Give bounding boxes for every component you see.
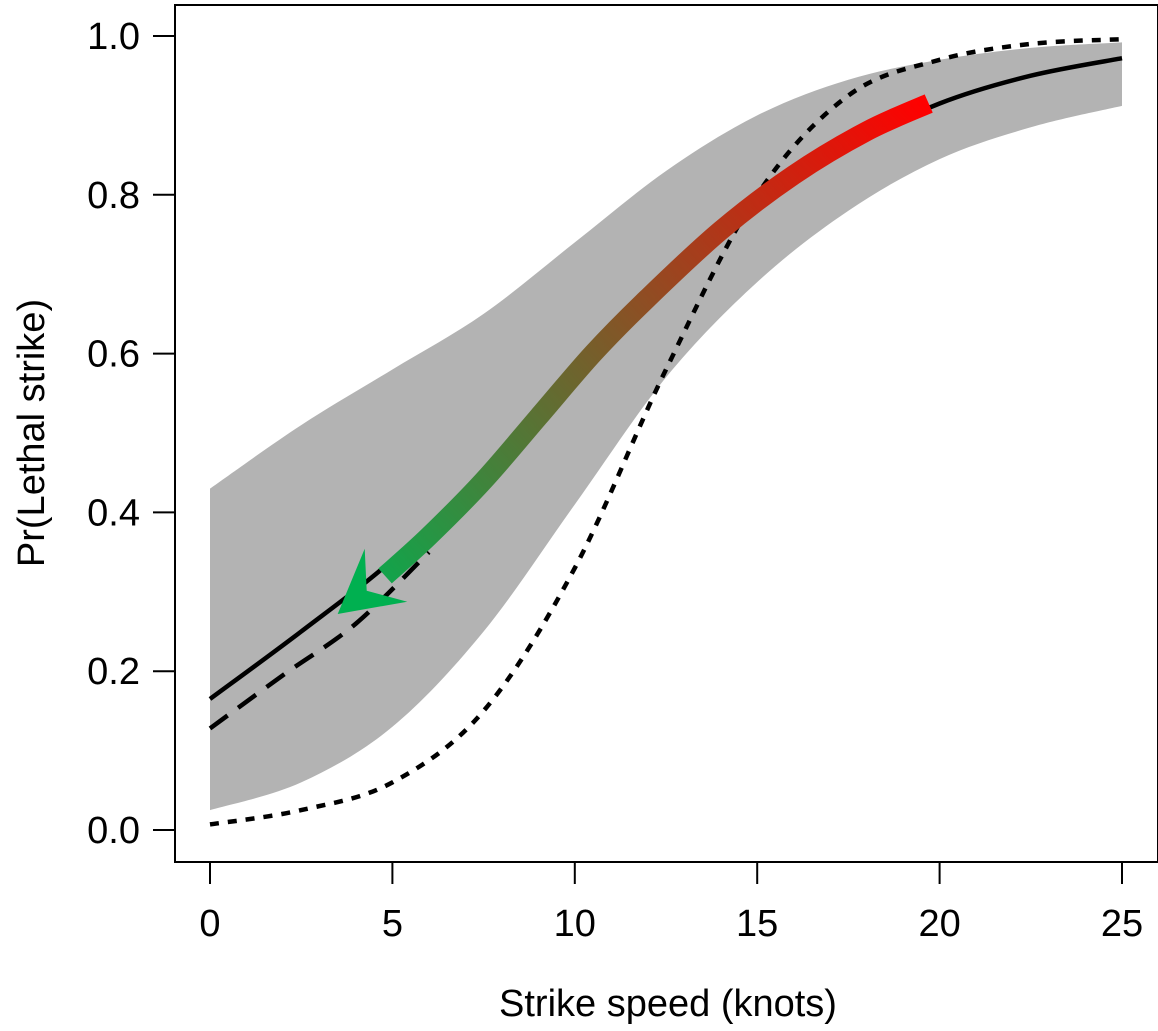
x-tick-label: 15 — [736, 903, 778, 945]
y-tick-label: 0.2 — [87, 651, 140, 693]
confidence-band — [210, 42, 1122, 811]
y-tick-label: 0.8 — [87, 175, 140, 217]
y-axis-title: Pr(Lethal strike) — [11, 299, 53, 567]
y-tick-label: 0.6 — [87, 334, 140, 376]
x-tick-label: 20 — [918, 903, 960, 945]
y-tick-label: 1.0 — [87, 16, 140, 58]
arrow-head — [337, 548, 408, 614]
x-tick-label: 10 — [554, 903, 596, 945]
y-tick-label: 0.0 — [87, 810, 140, 852]
x-tick-label: 5 — [382, 903, 403, 945]
series-line-dotted — [209, 36, 1123, 827]
x-tick-label: 25 — [1101, 903, 1143, 945]
speed-reduction-arrow — [337, 94, 933, 614]
confidence-band-layer — [210, 42, 1122, 811]
y-tick-label: 0.4 — [87, 492, 140, 534]
x-tick-label: 0 — [199, 903, 220, 945]
y-axis: 0.0 0.2 0.4 0.6 0.8 1.0 — [87, 16, 176, 852]
arrow-shaft — [378, 94, 933, 584]
x-axis-title: Strike speed (knots) — [499, 983, 837, 1025]
x-axis: 0 5 10 15 20 25 — [199, 861, 1143, 945]
series-line-dashed — [208, 550, 431, 731]
